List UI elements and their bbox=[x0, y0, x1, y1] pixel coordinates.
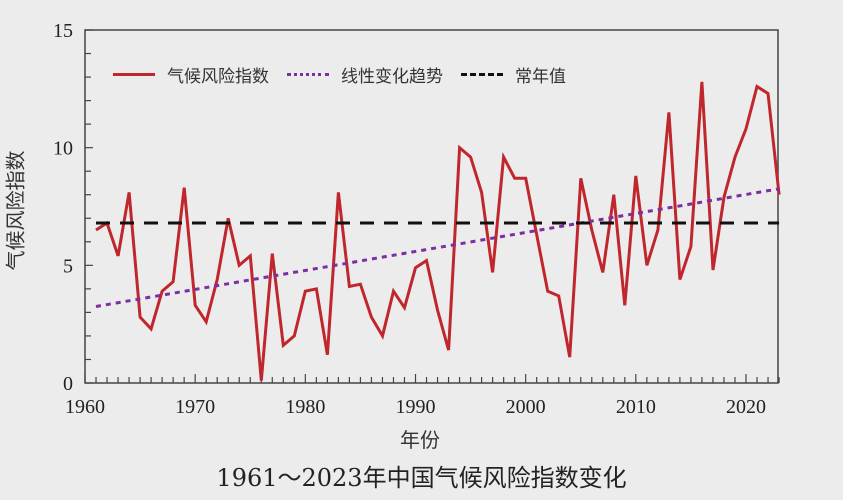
x-tick-label: 2010 bbox=[616, 396, 656, 418]
plot-area bbox=[84, 29, 779, 384]
legend: 气候风险指数 线性变化趋势 常年值 bbox=[113, 62, 584, 87]
dotted-line-swatch-icon bbox=[287, 73, 329, 76]
chart-title: 1961～2023年中国气候风险指数变化 bbox=[216, 464, 627, 492]
solid-line-swatch-icon bbox=[113, 73, 155, 76]
legend-label: 常年值 bbox=[515, 67, 566, 87]
x-tick-label: 2000 bbox=[506, 396, 546, 418]
y-tick-label: 10 bbox=[53, 138, 73, 160]
legend-item-trend: 线性变化趋势 bbox=[287, 62, 443, 87]
x-tick-label: 1960 bbox=[65, 396, 105, 418]
x-tick-label: 1980 bbox=[285, 396, 325, 418]
legend-item-normal: 常年值 bbox=[461, 62, 566, 87]
x-tick-label: 1970 bbox=[175, 396, 215, 418]
x-axis-label: 年份 bbox=[400, 428, 440, 452]
y-tick-label: 5 bbox=[63, 255, 73, 277]
legend-item-index: 气候风险指数 bbox=[113, 62, 269, 87]
legend-label: 气候风险指数 bbox=[167, 67, 269, 87]
y-axis-label: 气候风险指数 bbox=[3, 150, 28, 271]
y-tick-label: 15 bbox=[53, 20, 73, 42]
series-line-solid bbox=[95, 81, 781, 381]
legend-label: 线性变化趋势 bbox=[341, 67, 443, 87]
y-tick-label: 0 bbox=[63, 373, 73, 395]
dashed-line-swatch-icon bbox=[461, 73, 503, 76]
x-tick-label: 2020 bbox=[726, 396, 766, 418]
x-tick-label: 1990 bbox=[396, 396, 436, 418]
